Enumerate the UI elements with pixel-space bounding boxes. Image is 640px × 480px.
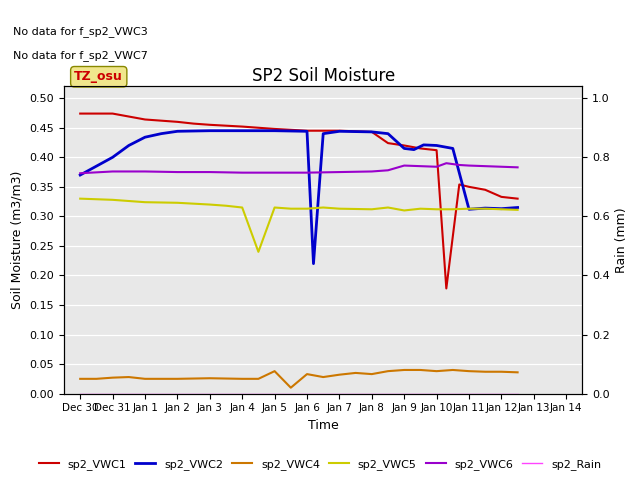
X-axis label: Time: Time [308,419,339,432]
Text: No data for f_sp2_VWC3: No data for f_sp2_VWC3 [13,25,148,36]
Text: TZ_osu: TZ_osu [74,70,123,83]
Y-axis label: Rain (mm): Rain (mm) [616,207,628,273]
Legend: sp2_VWC1, sp2_VWC2, sp2_VWC4, sp2_VWC5, sp2_VWC6, sp2_Rain: sp2_VWC1, sp2_VWC2, sp2_VWC4, sp2_VWC5, … [35,455,605,474]
Text: No data for f_sp2_VWC7: No data for f_sp2_VWC7 [13,49,148,60]
Title: SP2 Soil Moisture: SP2 Soil Moisture [252,67,395,85]
Y-axis label: Soil Moisture (m3/m3): Soil Moisture (m3/m3) [11,171,24,309]
